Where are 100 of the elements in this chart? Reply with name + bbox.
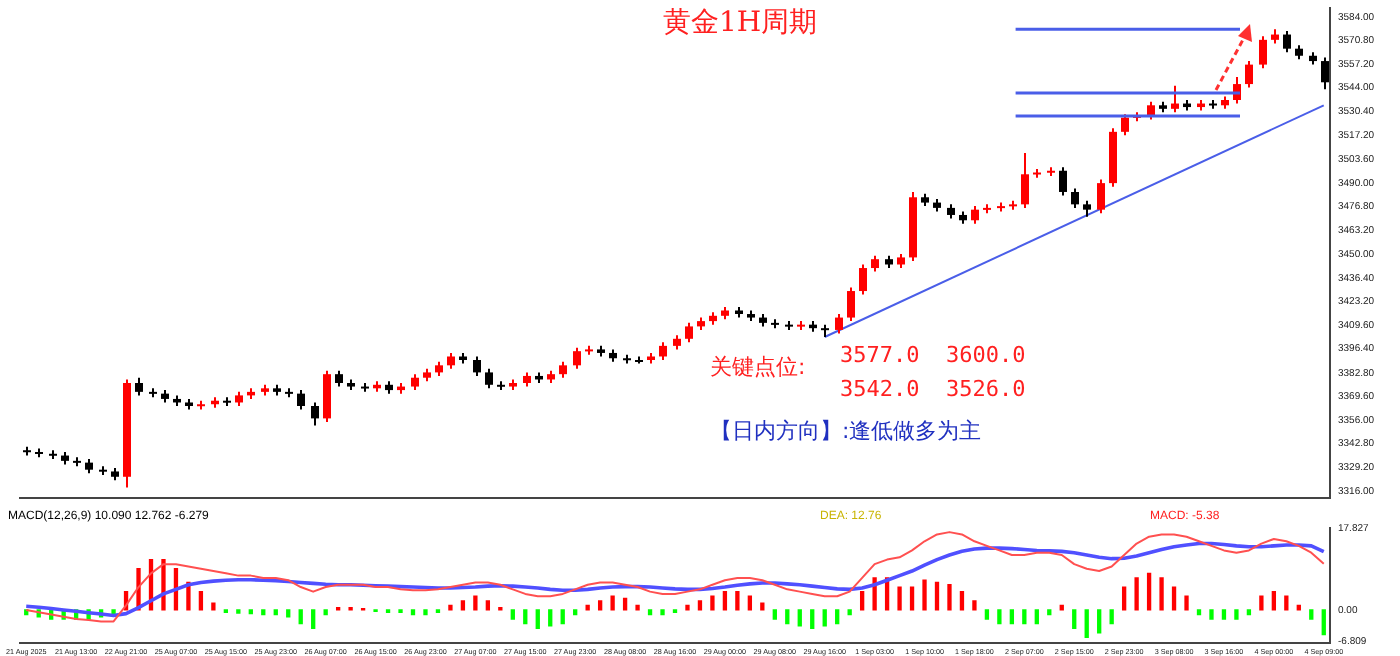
bar	[1246, 609, 1252, 616]
bar	[1072, 609, 1077, 629]
bar	[772, 609, 777, 620]
bar	[1059, 604, 1064, 611]
bar	[897, 586, 902, 611]
candlestick	[1097, 178, 1105, 215]
candlestick	[685, 321, 693, 344]
bar	[1234, 609, 1239, 620]
bar	[1221, 609, 1227, 620]
bar	[835, 609, 840, 625]
annotation: 【日内方向】:逢低做多为主	[710, 417, 982, 444]
bar	[1296, 604, 1301, 611]
candlestick	[297, 389, 305, 411]
bar	[785, 609, 790, 625]
bar	[997, 609, 1002, 625]
bar	[573, 609, 578, 616]
bar	[473, 595, 478, 611]
bar	[635, 604, 640, 611]
bar	[735, 590, 740, 611]
bar	[1146, 572, 1152, 611]
candlestick	[1171, 84, 1179, 114]
bar	[710, 595, 715, 611]
candlestick	[573, 346, 581, 370]
bar	[747, 595, 753, 611]
candlestick	[1121, 113, 1129, 137]
bar	[597, 600, 603, 611]
bar	[1159, 577, 1164, 611]
bar	[697, 600, 703, 611]
bar	[323, 609, 328, 616]
bar	[460, 600, 466, 611]
bar	[485, 600, 491, 611]
bar	[523, 609, 528, 625]
annotation: 3577.0 3600.0	[840, 341, 1026, 368]
bar	[311, 609, 316, 629]
annotation: 关键点位:	[710, 353, 806, 380]
bar	[1084, 609, 1089, 639]
bar	[211, 602, 216, 611]
bar	[922, 579, 927, 611]
bar	[248, 609, 253, 615]
bar	[610, 595, 615, 611]
bar	[410, 609, 416, 616]
bar	[810, 609, 815, 629]
candlestick	[1021, 152, 1029, 209]
bar	[1171, 586, 1177, 611]
bar	[947, 584, 952, 611]
bar	[1259, 595, 1264, 611]
bar	[585, 604, 590, 611]
candlestick	[1259, 35, 1267, 70]
candlestick	[473, 355, 481, 377]
candlestick	[485, 367, 493, 390]
bar	[1321, 609, 1326, 636]
bar	[1047, 609, 1052, 616]
candlestick	[859, 263, 867, 296]
candlestick	[1321, 56, 1329, 91]
bar	[685, 604, 690, 611]
bar	[1009, 609, 1015, 625]
bar	[548, 609, 553, 627]
bar	[1271, 590, 1277, 611]
bar	[822, 609, 827, 627]
bar	[1309, 609, 1314, 620]
candlestick	[1059, 166, 1067, 197]
candlestick	[847, 286, 855, 323]
candlestick	[1245, 60, 1253, 89]
bar	[560, 609, 565, 625]
candlestick	[1283, 30, 1291, 54]
bar	[934, 581, 940, 611]
chart-title: 黄金1H周期	[662, 7, 818, 40]
bar	[1121, 586, 1127, 611]
candlestick	[323, 369, 331, 423]
bar	[972, 600, 977, 611]
bar	[198, 590, 204, 611]
bar	[1134, 577, 1139, 611]
bar	[448, 604, 453, 611]
bar	[261, 609, 266, 616]
bar	[1022, 609, 1027, 625]
bar	[423, 609, 428, 616]
candlestick	[835, 313, 843, 335]
bar	[1196, 609, 1202, 616]
bar	[797, 609, 802, 627]
annotation: 3542.0 3526.0	[840, 375, 1026, 402]
bar	[1284, 595, 1289, 611]
bar	[722, 590, 728, 611]
bar	[660, 609, 665, 616]
bar	[760, 602, 765, 611]
bar	[510, 609, 515, 620]
candlestick	[311, 401, 319, 427]
bar	[909, 586, 915, 611]
bar	[1109, 609, 1114, 625]
bar	[984, 609, 990, 620]
bar	[1034, 609, 1039, 625]
bar	[859, 590, 865, 611]
bar	[847, 609, 852, 616]
bar	[959, 590, 965, 611]
bar	[298, 609, 303, 625]
bar	[622, 597, 628, 611]
bar	[1097, 609, 1102, 634]
bar	[273, 609, 278, 616]
candlestick	[1071, 187, 1079, 209]
bar	[1184, 595, 1189, 611]
bar	[535, 609, 540, 629]
